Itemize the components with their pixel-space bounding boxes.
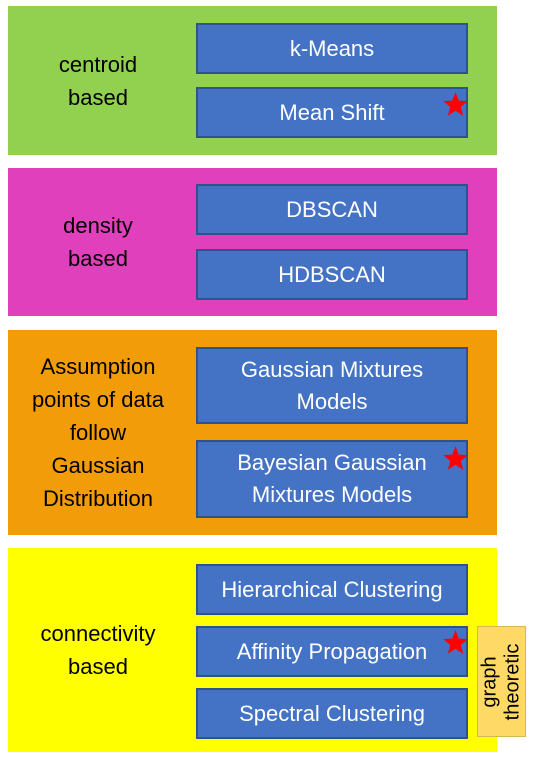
- star-icon-mean-shift: [443, 92, 468, 116]
- group-label-connectivity-based: connectivity based: [40, 621, 156, 679]
- method-hdbscan: HDBSCAN: [196, 249, 468, 300]
- method-spectral-clustering: Spectral Clustering: [196, 688, 468, 739]
- graph-theoretic-note: graph theoretic: [477, 626, 526, 737]
- method-dbscan: DBSCAN: [196, 184, 468, 235]
- method-affinity-propagation: Affinity Propagation: [196, 626, 468, 677]
- group-label-gaussian-assumption: Assumption points of data follow Gaussia…: [31, 354, 165, 511]
- method-mean-shift: Mean Shift: [196, 87, 468, 138]
- group-label-density-based: density based: [63, 213, 133, 271]
- star-icon-bayesian-gaussian: [443, 446, 468, 470]
- star-icon-affinity-propagation: [443, 630, 468, 654]
- group-label-centroid-based: centroid based: [58, 51, 138, 110]
- method-gaussian-mixtures-models: Gaussian Mixtures Models: [196, 347, 468, 424]
- method-bayesian-gaussian-mixtures-models: Bayesian Gaussian Mixtures Models: [196, 440, 468, 518]
- method-k-means: k-Means: [196, 23, 468, 74]
- method-hierarchical-clustering: Hierarchical Clustering: [196, 564, 468, 615]
- graph-theoretic-label: graph theoretic: [478, 643, 524, 720]
